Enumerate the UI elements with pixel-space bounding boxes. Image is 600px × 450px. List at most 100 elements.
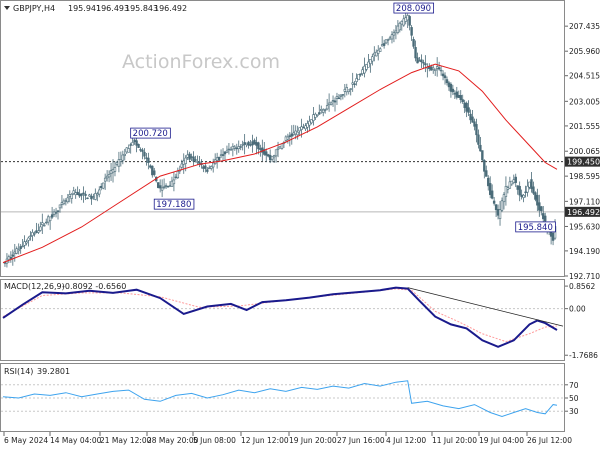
moving-average-line	[2, 63, 558, 264]
candle-body	[304, 125, 307, 130]
candle-body	[223, 151, 227, 155]
candle-body	[160, 187, 164, 191]
candle-body	[408, 16, 411, 26]
candle-body	[534, 192, 537, 200]
candle-body	[453, 93, 457, 95]
candle-body	[231, 145, 235, 150]
candle-body	[100, 185, 103, 189]
candle-body	[463, 102, 466, 108]
candle-body	[265, 151, 268, 156]
candle-body	[194, 159, 197, 161]
candle-body	[498, 209, 502, 219]
candle-body	[247, 141, 250, 146]
candle-body	[192, 156, 195, 162]
price-annotation-box	[130, 127, 171, 139]
candle-body	[459, 95, 462, 100]
candle-body	[424, 63, 427, 66]
candle-body	[318, 112, 321, 115]
candle-body	[113, 167, 117, 172]
candle-body	[384, 39, 388, 44]
candle-body	[316, 114, 319, 117]
candle-body	[410, 27, 413, 36]
candle-body	[477, 134, 480, 145]
candle-body	[52, 211, 56, 215]
candle-body	[363, 65, 366, 74]
price-annotations: 208.090 200.720 197.180 195.840	[130, 2, 556, 233]
candle-body	[369, 59, 372, 64]
candle-body	[70, 193, 73, 199]
dropdown-triangle-icon[interactable]	[4, 6, 10, 10]
candle-body	[322, 109, 325, 113]
candle-body	[88, 194, 91, 197]
macd-trendline	[407, 287, 564, 327]
candle-body	[327, 102, 331, 106]
candle-body	[310, 119, 313, 124]
candle-body	[377, 49, 380, 54]
price-y-tick-label: 192.710	[569, 272, 600, 281]
candle-body	[416, 57, 419, 64]
candle-body	[457, 94, 460, 98]
candle-body	[404, 17, 407, 22]
candle-body	[306, 123, 309, 128]
rsi-y-tick-label: 70	[569, 381, 579, 390]
candle-body	[166, 185, 170, 188]
candle-body	[483, 160, 486, 172]
candle-body	[15, 248, 18, 254]
candle-body	[536, 194, 539, 206]
price-header: GBPJPY,H4 195.941 196.493 195.843 196.49…	[4, 4, 187, 13]
candle-body	[19, 246, 22, 250]
candle-body	[329, 102, 333, 106]
ohlc-low: 195.843	[125, 4, 158, 13]
candle-body	[351, 82, 354, 85]
candle-body	[225, 150, 229, 153]
price-y-tick-label: 194.190	[569, 247, 600, 256]
candle-body	[359, 73, 362, 76]
candle-body	[357, 74, 360, 81]
price-horizontal-lines	[1, 161, 564, 213]
candle-body	[538, 202, 541, 211]
ohlc-open: 195.941	[68, 4, 101, 13]
candle-body	[131, 142, 134, 146]
candle-body	[439, 69, 443, 72]
candle-body	[153, 170, 156, 175]
candle-body	[45, 221, 48, 224]
candle-body	[542, 213, 545, 220]
rsi-line	[2, 380, 558, 418]
x-tick-label: 5 Jun 08:00	[193, 436, 236, 445]
candle-body	[516, 185, 519, 190]
x-tick-label: 21 May 12:00	[100, 436, 152, 445]
candle-body	[117, 159, 121, 167]
watermark: ActionForex.com	[122, 51, 280, 73]
candle-body	[432, 67, 435, 70]
candle-body	[170, 180, 174, 187]
candle-body	[504, 185, 508, 197]
candle-body	[27, 237, 30, 241]
price-annotation-label: 195.840	[518, 223, 553, 233]
candle-body	[133, 139, 136, 142]
candle-body	[382, 43, 386, 46]
candle-body	[465, 102, 468, 112]
candle-body	[292, 132, 295, 135]
candle-body	[528, 181, 531, 188]
candle-body	[176, 171, 180, 179]
price-y-tick-label: 201.555	[569, 122, 600, 131]
candle-body	[406, 15, 409, 21]
candle-body	[518, 185, 521, 196]
candle-body	[380, 44, 384, 47]
candle-body	[298, 127, 301, 132]
candle-body	[29, 235, 32, 238]
candle-body	[184, 157, 187, 164]
candle-body	[312, 114, 315, 121]
candle-body	[524, 191, 527, 194]
candle-body	[35, 230, 38, 233]
candle-body	[270, 156, 274, 160]
price-y-tick-label: 205.960	[569, 47, 600, 56]
candle-body	[492, 200, 496, 204]
candle-body	[135, 140, 138, 146]
candle-body	[23, 241, 26, 246]
candle-body	[158, 185, 162, 189]
candle-body	[66, 197, 70, 203]
price-annotation-label: 200.720	[133, 129, 168, 139]
candle-body	[435, 66, 439, 69]
price-annotation-label: 208.090	[396, 4, 431, 14]
